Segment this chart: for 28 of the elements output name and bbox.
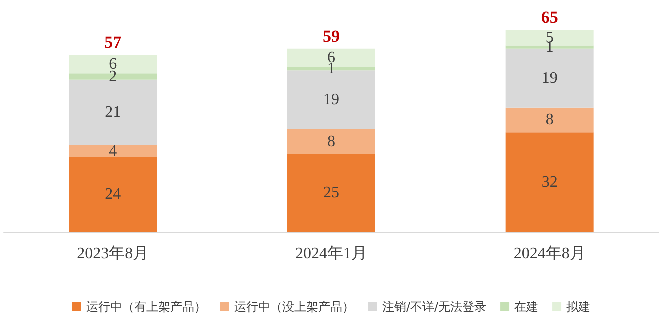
legend-label: 拟建	[566, 300, 591, 314]
data-label: 8	[328, 133, 336, 150]
bar	[69, 145, 158, 158]
data-label: 24	[105, 186, 122, 204]
bar	[69, 80, 158, 146]
legend-label: 在建	[514, 300, 539, 314]
x-tick-label: 2024年1月	[296, 246, 368, 262]
legend-label: 注销/不详/无法登录	[382, 300, 487, 314]
data-label: 21	[105, 104, 122, 121]
x-tick-label: 2024年8月	[514, 246, 586, 262]
total-label: 57	[104, 33, 122, 52]
total-label: 65	[541, 8, 558, 28]
bar	[288, 154, 376, 232]
data-label: 32	[542, 174, 558, 191]
data-label: 2	[109, 68, 118, 86]
data-label: 19	[542, 70, 558, 87]
bar	[506, 132, 594, 232]
bar	[69, 157, 158, 232]
data-label: 4	[109, 142, 118, 160]
total-label: 59	[323, 26, 340, 46]
legend-label: 运行中（有上架产品）	[86, 300, 206, 314]
bar	[506, 108, 594, 133]
x-tick-label: 2023年8月	[77, 246, 150, 262]
bar	[288, 130, 376, 154]
data-label: 25	[324, 184, 340, 202]
legend-label: 运行中（没上架产品）	[234, 300, 354, 314]
data-label: 19	[324, 92, 340, 109]
data-label: 8	[546, 112, 554, 129]
